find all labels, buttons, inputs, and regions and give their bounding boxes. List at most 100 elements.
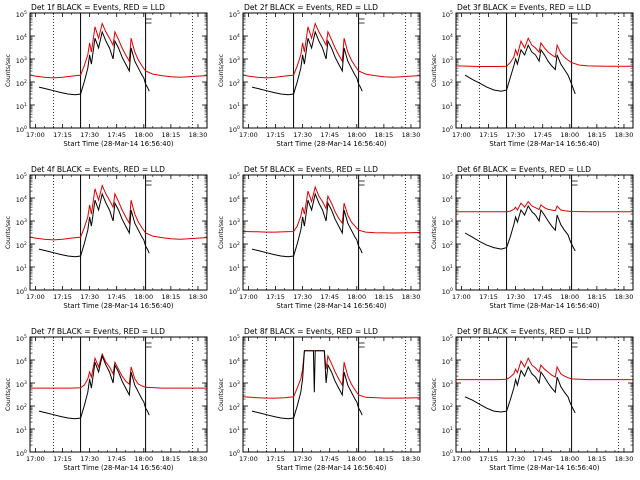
y-tick-label: 10 3 (16, 380, 27, 389)
bracket-mark (358, 18, 365, 24)
x-tick-label: 18:00 (560, 293, 579, 301)
x-tick-label: 17:45 (107, 293, 126, 301)
svg-text:10: 10 (16, 80, 24, 88)
svg-text:0: 0 (24, 125, 27, 131)
svg-text:10: 10 (16, 427, 24, 435)
y-tick-label: 10 1 (16, 102, 27, 111)
plot-frame (242, 174, 421, 291)
svg-text:4: 4 (24, 33, 27, 39)
y-tick-label: 10 1 (16, 264, 27, 273)
svg-text:5: 5 (24, 172, 27, 178)
plot-frame (29, 174, 208, 291)
bracket-mark (571, 342, 578, 348)
y-tick-label: 10 5 (442, 172, 453, 181)
x-tick-label: 18:30 (615, 455, 634, 463)
x-axis-label: Start Time (28-Mar-14 16:56:40) (489, 302, 599, 310)
y-tick-label: 10 3 (442, 56, 453, 65)
y-tick-label: 10 4 (229, 357, 240, 366)
x-tick-label: 17:00 (452, 131, 471, 139)
bracket-mark (145, 342, 152, 348)
bracket-mark (145, 18, 152, 24)
svg-text:10: 10 (442, 358, 450, 366)
x-tick-label: 18:15 (375, 455, 394, 463)
svg-text:10: 10 (16, 173, 24, 181)
plot-frame (455, 12, 634, 129)
svg-text:2: 2 (24, 241, 27, 247)
x-tick-label: 17:15 (53, 131, 72, 139)
y-tick-label: 10 2 (16, 241, 27, 250)
svg-text:10: 10 (229, 427, 237, 435)
svg-text:10: 10 (16, 288, 24, 296)
x-axis-label: Start Time (28-Mar-14 16:56:40) (489, 140, 599, 148)
x-tick-label: 17:30 (506, 293, 525, 301)
x-tick-label: 17:00 (26, 455, 45, 463)
svg-text:10: 10 (442, 103, 450, 111)
y-tick-label: 10 3 (16, 56, 27, 65)
events-series-line (251, 192, 363, 258)
y-axis-label: Counts/sec (431, 216, 438, 249)
bracket-mark (571, 18, 578, 24)
svg-text:2: 2 (450, 79, 453, 85)
svg-text:10: 10 (442, 450, 450, 458)
x-axis-label: Start Time (28-Mar-14 16:56:40) (63, 302, 173, 310)
y-tick-label: 10 1 (442, 264, 453, 273)
lld-series-line (243, 185, 420, 234)
svg-text:3: 3 (450, 218, 453, 224)
events-series-line (251, 30, 363, 96)
x-tick-label: 18:30 (189, 131, 208, 139)
x-tick-label: 17:15 (479, 131, 498, 139)
x-tick-label: 18:15 (162, 131, 181, 139)
y-tick-label: 10 5 (16, 10, 27, 19)
events-series-line (464, 204, 576, 252)
lld-series-line (243, 350, 420, 399)
y-tick-label: 10 2 (16, 79, 27, 88)
svg-text:4: 4 (450, 357, 453, 363)
svg-text:3: 3 (24, 218, 27, 224)
y-tick-label: 10 0 (16, 449, 27, 458)
x-tick-label: 18:15 (162, 293, 181, 301)
detector-panel-5: Det 5f BLACK = Events, RED = LLD Counts/s… (218, 165, 421, 310)
x-tick-label: 17:15 (479, 455, 498, 463)
x-tick-label: 17:45 (533, 293, 552, 301)
x-tick-label: 17:45 (533, 455, 552, 463)
y-axis-label: Counts/sec (431, 378, 438, 411)
svg-text:2: 2 (450, 241, 453, 247)
y-tick-label: 10 3 (229, 56, 240, 65)
svg-text:10: 10 (442, 196, 450, 204)
svg-text:3: 3 (24, 56, 27, 62)
svg-text:10: 10 (16, 242, 24, 250)
panel-title: Det 4f BLACK = Events, RED = LLD (31, 165, 165, 174)
x-tick-label: 18:00 (347, 455, 366, 463)
svg-text:10: 10 (442, 404, 450, 412)
svg-text:10: 10 (229, 80, 237, 88)
svg-text:10: 10 (16, 381, 24, 389)
panel-title: Det 2f BLACK = Events, RED = LLD (244, 3, 378, 12)
svg-text:5: 5 (237, 172, 240, 178)
y-tick-label: 10 0 (442, 125, 453, 134)
svg-text:10: 10 (229, 103, 237, 111)
svg-text:2: 2 (237, 241, 240, 247)
y-tick-label: 10 4 (229, 33, 240, 42)
svg-text:4: 4 (450, 33, 453, 39)
svg-text:1: 1 (24, 264, 27, 270)
x-tick-label: 18:30 (615, 131, 634, 139)
svg-text:10: 10 (229, 173, 237, 181)
x-tick-label: 18:00 (560, 131, 579, 139)
x-tick-label: 18:15 (588, 455, 607, 463)
y-tick-label: 10 0 (229, 287, 240, 296)
svg-text:10: 10 (442, 265, 450, 273)
svg-text:1: 1 (450, 426, 453, 432)
svg-text:0: 0 (450, 125, 453, 131)
x-tick-label: 17:30 (80, 131, 99, 139)
svg-text:10: 10 (442, 288, 450, 296)
x-tick-label: 17:15 (53, 455, 72, 463)
y-tick-label: 10 0 (442, 449, 453, 458)
svg-text:10: 10 (16, 196, 24, 204)
x-tick-label: 17:00 (239, 455, 258, 463)
svg-text:10: 10 (229, 126, 237, 134)
svg-text:3: 3 (450, 56, 453, 62)
svg-text:1: 1 (237, 264, 240, 270)
y-tick-label: 10 1 (229, 426, 240, 435)
y-tick-label: 10 3 (442, 218, 453, 227)
lld-series-line (456, 357, 633, 381)
